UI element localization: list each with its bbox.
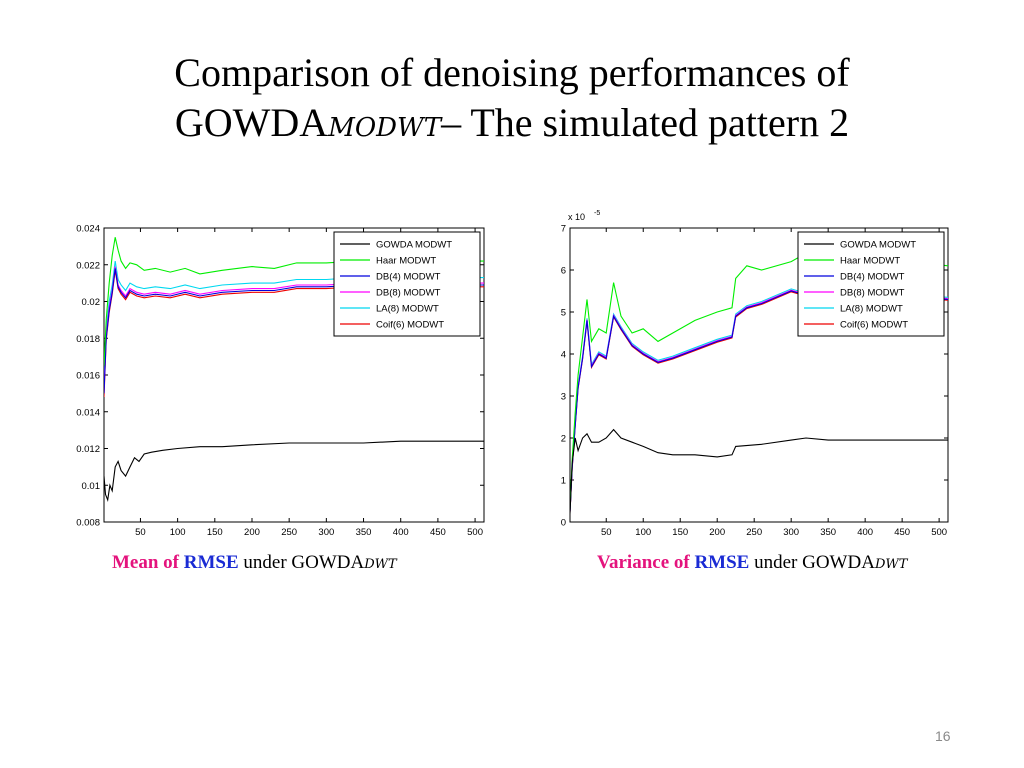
y-tick-label: 1 [561,476,566,487]
y-tick-label: 0.008 [76,518,100,529]
y-tick-label: 0 [561,518,566,529]
x-tick-label: 500 [931,527,947,536]
legend-entry: Coif(6) MODWT [840,320,908,331]
variance-rmse-chart: 0 1 2 3 4 5 6 7 50 100 150 200 250 300 350 400 450 500 x 1… [561,210,949,536]
legend-box [797,231,945,337]
x-tick-label: 150 [207,527,223,536]
slide-title: Comparison of denoising performances of … [0,48,1024,153]
x-tick-label: 100 [635,527,651,536]
legend-entry: Haar MODWT [376,256,436,267]
series-line-gowda-modwt [570,428,948,514]
title-gowda: GOWDA [174,100,329,145]
x-tick-label: 50 [601,527,612,536]
x-tick-label: 250 [281,527,297,536]
y-tick-label: 0.02 [82,297,101,308]
title-line-1: Comparison of denoising performances of [174,50,850,95]
x-tick-label: 450 [430,527,446,536]
x-tick-label: 400 [393,527,409,536]
y-tick-label: 0.016 [76,371,100,382]
caption-mean-rmse: Mean of RMSE under GOWDADWT [112,552,397,574]
y-tick-label: 0.014 [76,407,100,418]
caption-variance-rmse: Variance of RMSE under GOWDADWT [597,552,907,574]
series-line-gowda-modwt [104,440,484,502]
legend-entry: DB(4) MODWT [376,272,441,283]
y-tick-label: 2 [561,434,566,445]
y-tick-label: 0.022 [76,260,100,271]
y-tick-label: 5 [561,308,566,319]
x-tick-label: 300 [783,527,799,536]
x-tick-label: 200 [244,527,260,536]
y-multiplier-exponent: -5 [594,210,600,217]
x-tick-label: 50 [135,527,146,536]
caption-left-part3: under GOWDA [238,552,365,573]
title-line-2: GOWDAMODWT– The simulated pattern 2 [0,98,1024,153]
y-tick-label: 0.012 [76,444,100,455]
title-rest: – The simulated pattern 2 [441,100,850,145]
legend-entry: DB(4) MODWT [840,272,905,283]
y-tick-label: 0.024 [76,224,100,235]
y-tick-label: 7 [561,224,566,235]
x-tick-label: 150 [672,527,688,536]
legend-entry: GOWDA MODWT [840,240,916,251]
y-tick-label: 6 [561,266,566,277]
y-tick-label: 4 [561,350,566,361]
legend-entry: DB(8) MODWT [840,288,905,299]
caption-right-rmse: RMSE [694,552,750,573]
page-number: 16 [935,728,951,744]
caption-right-part3: under GOWDA [749,552,875,573]
y-tick-label: 3 [561,392,566,403]
legend-box [333,231,481,337]
caption-left-rmse: RMSE [183,552,239,573]
x-tick-label: 450 [894,527,910,536]
caption-left-subscript: DWT [364,557,397,572]
x-tick-label: 100 [170,527,186,536]
legend-entry: Haar MODWT [840,256,900,267]
legend-entry: Coif(6) MODWT [376,320,444,331]
x-tick-label: 300 [318,527,334,536]
title-subscript: MODWT [328,113,442,143]
mean-rmse-chart: 0.008 0.01 0.012 0.014 0.016 0.018 0.02 0.022 0.… [76,224,485,536]
x-tick-label: 350 [356,527,372,536]
legend-entry: GOWDA MODWT [376,240,452,251]
legend-entry: DB(8) MODWT [376,288,441,299]
legend-entry: LA(8) MODWT [840,304,903,315]
legend-entry: LA(8) MODWT [376,304,439,315]
x-tick-label: 500 [467,527,483,536]
caption-right-subscript: DWT [874,557,908,572]
y-multiplier-label: x 10 [568,212,585,222]
x-tick-label: 400 [857,527,873,536]
legend: GOWDA MODWT Haar MODWT DB(4) MODWT DB(8) MO… [333,231,481,337]
x-tick-label: 350 [820,527,836,536]
x-tick-label: 250 [746,527,762,536]
y-tick-label: 0.01 [82,481,101,492]
y-tick-label: 0.018 [76,334,100,345]
caption-right-part1: Variance of [597,552,695,573]
legend: GOWDA MODWT Haar MODWT DB(4) MODWT DB(8) MO… [797,231,945,337]
x-tick-label: 200 [709,527,725,536]
caption-left-part1: Mean of [112,552,184,573]
